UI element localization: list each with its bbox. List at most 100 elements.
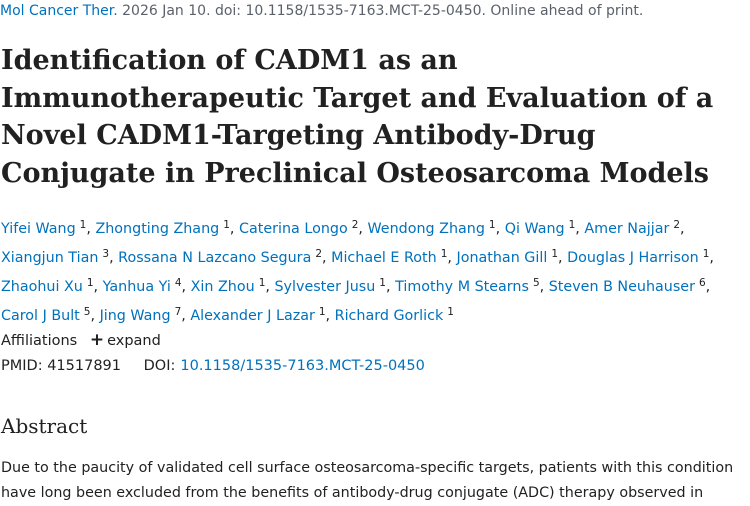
author-item: Qi Wang 1,: [504, 219, 580, 237]
author-name-link[interactable]: Douglas J Harrison: [567, 250, 699, 266]
affiliation-number[interactable]: 1: [488, 219, 496, 231]
author-separator: ,: [322, 250, 327, 266]
author-separator: ,: [265, 279, 270, 295]
article-title: Identification of CADM1 as an Immunother…: [1, 45, 714, 189]
citation-details: 2026 Jan 10. doi: 10.1158/1535-7163.MCT-…: [117, 3, 644, 19]
author-item: Steven B Neuhauser 6,: [548, 277, 711, 295]
citation-line: Mol Cancer Ther. 2026 Jan 10. doi: 10.11…: [0, 3, 643, 19]
author-name-link[interactable]: Steven B Neuhauser: [548, 279, 695, 295]
author-name-link[interactable]: Zhaohui Xu: [1, 279, 83, 295]
author-name-link[interactable]: Jing Wang: [99, 308, 171, 324]
author-separator: ,: [86, 221, 91, 237]
affiliation-number[interactable]: 4: [174, 277, 182, 289]
affiliation-number[interactable]: 5: [532, 277, 540, 289]
affiliation-number[interactable]: 1: [702, 248, 710, 260]
author-separator: ,: [709, 250, 714, 266]
author-separator: ,: [181, 279, 187, 295]
author-item: Yifei Wang 1,: [1, 219, 91, 237]
author-name-link[interactable]: Yanhua Yi: [102, 279, 171, 295]
affiliation-number[interactable]: 6: [698, 277, 706, 289]
author-separator: ,: [385, 279, 391, 295]
abstract-heading: Abstract: [1, 414, 88, 438]
author-separator: ,: [680, 221, 685, 237]
author-item: Xiangjun Tian 3,: [1, 248, 114, 266]
author-item: Timothy M Stearns 5,: [395, 277, 545, 295]
affiliations-expand-button[interactable]: + expand: [89, 330, 161, 350]
affiliation-number[interactable]: 2: [351, 219, 359, 231]
author-name-link[interactable]: Michael E Roth: [331, 250, 437, 266]
identifiers-row: PMID: 41517891 DOI: 10.1158/1535-7163.MCT…: [1, 358, 425, 374]
affiliation-number[interactable]: 1: [447, 306, 454, 318]
journal-link[interactable]: Mol Cancer Ther.: [0, 3, 118, 19]
author-separator: ,: [325, 308, 331, 324]
author-name-link[interactable]: Jonathan Gill: [456, 250, 548, 266]
affiliations-row: Affiliations + expand: [1, 330, 161, 350]
author-item: Xin Zhou 1,: [190, 277, 270, 295]
affiliation-number[interactable]: 1: [258, 277, 266, 289]
affiliation-number[interactable]: 1: [79, 219, 87, 231]
author-item: Alexander J Lazar 1,: [190, 306, 331, 324]
author-name-link[interactable]: Xin Zhou: [190, 279, 255, 295]
author-name-link[interactable]: Timothy M Stearns: [395, 279, 529, 295]
author-item: Wendong Zhang 1,: [367, 219, 501, 237]
author-separator: ,: [575, 221, 580, 237]
author-name-link[interactable]: Qi Wang: [504, 221, 565, 237]
affiliation-number[interactable]: 3: [102, 248, 110, 260]
author-name-link[interactable]: Richard Gorlick: [334, 308, 444, 324]
affiliation-number[interactable]: 1: [568, 219, 576, 231]
affiliation-number[interactable]: 1: [86, 277, 94, 289]
expand-label: expand: [107, 333, 161, 349]
affiliation-number[interactable]: 1: [379, 277, 386, 289]
author-item: Zhaohui Xu 1,: [1, 277, 98, 295]
affiliation-number[interactable]: 5: [83, 306, 91, 318]
author-name-link[interactable]: Wendong Zhang: [367, 221, 485, 237]
author-separator: ,: [109, 250, 114, 266]
doi-label: DOI:: [143, 358, 176, 374]
author-name-link[interactable]: Carol J Bult: [1, 308, 80, 324]
doi-link[interactable]: 10.1158/1535-7163.MCT-25-0450: [180, 358, 425, 374]
author-name-link[interactable]: Sylvester Jusu: [274, 279, 376, 295]
authors-list: Yifei Wang 1, Zhongting Zhang 1, Caterina …: [1, 213, 749, 329]
author-separator: ,: [229, 221, 235, 237]
author-name-link[interactable]: Rossana N Lazcano Segura: [118, 250, 312, 266]
author-item: Caterina Longo 2,: [239, 219, 363, 237]
abstract-line: have long been excluded from the benefit…: [1, 485, 704, 501]
author-separator: ,: [495, 221, 501, 237]
author-name-link[interactable]: Xiangjun Tian: [1, 250, 99, 266]
author-name-link[interactable]: Caterina Longo: [239, 221, 348, 237]
affiliation-number[interactable]: 7: [174, 306, 182, 318]
affiliation-number[interactable]: 2: [673, 219, 681, 231]
pmid-label: PMID:: [1, 358, 43, 374]
affiliation-number[interactable]: 2: [315, 248, 323, 260]
author-separator: ,: [181, 308, 186, 324]
affiliations-label: Affiliations: [1, 333, 78, 349]
author-item: Richard Gorlick 1: [334, 306, 454, 324]
abstract-body: Due to the paucity of validated cell sur…: [1, 456, 749, 506]
affiliation-number[interactable]: 1: [318, 306, 326, 318]
affiliation-number[interactable]: 1: [440, 248, 448, 260]
author-item: Sylvester Jusu 1,: [274, 277, 391, 295]
author-item: Zhongting Zhang 1,: [95, 219, 235, 237]
author-item: Jing Wang 7,: [99, 306, 186, 324]
author-item: Douglas J Harrison 1,: [567, 248, 714, 266]
plus-icon: +: [89, 330, 105, 350]
pmid-value: 41517891: [47, 358, 122, 374]
affiliation-number[interactable]: 1: [223, 219, 230, 231]
author-separator: ,: [558, 250, 563, 266]
author-item: Yanhua Yi 4,: [102, 277, 187, 295]
author-item: Amer Najjar 2,: [584, 219, 685, 237]
author-item: Carol J Bult 5,: [1, 306, 96, 324]
abstract-line: Due to the paucity of validated cell sur…: [1, 460, 734, 476]
author-separator: ,: [447, 250, 452, 266]
author-name-link[interactable]: Yifei Wang: [1, 221, 76, 237]
author-name-link[interactable]: Amer Najjar: [584, 221, 670, 237]
author-name-link[interactable]: Alexander J Lazar: [190, 308, 315, 324]
author-item: Michael E Roth 1,: [331, 248, 452, 266]
author-separator: ,: [705, 279, 711, 295]
author-separator: ,: [90, 308, 96, 324]
author-separator: ,: [539, 279, 545, 295]
author-item: Jonathan Gill 1,: [456, 248, 563, 266]
affiliation-number[interactable]: 1: [551, 248, 558, 260]
author-separator: ,: [358, 221, 363, 237]
author-name-link[interactable]: Zhongting Zhang: [95, 221, 220, 237]
